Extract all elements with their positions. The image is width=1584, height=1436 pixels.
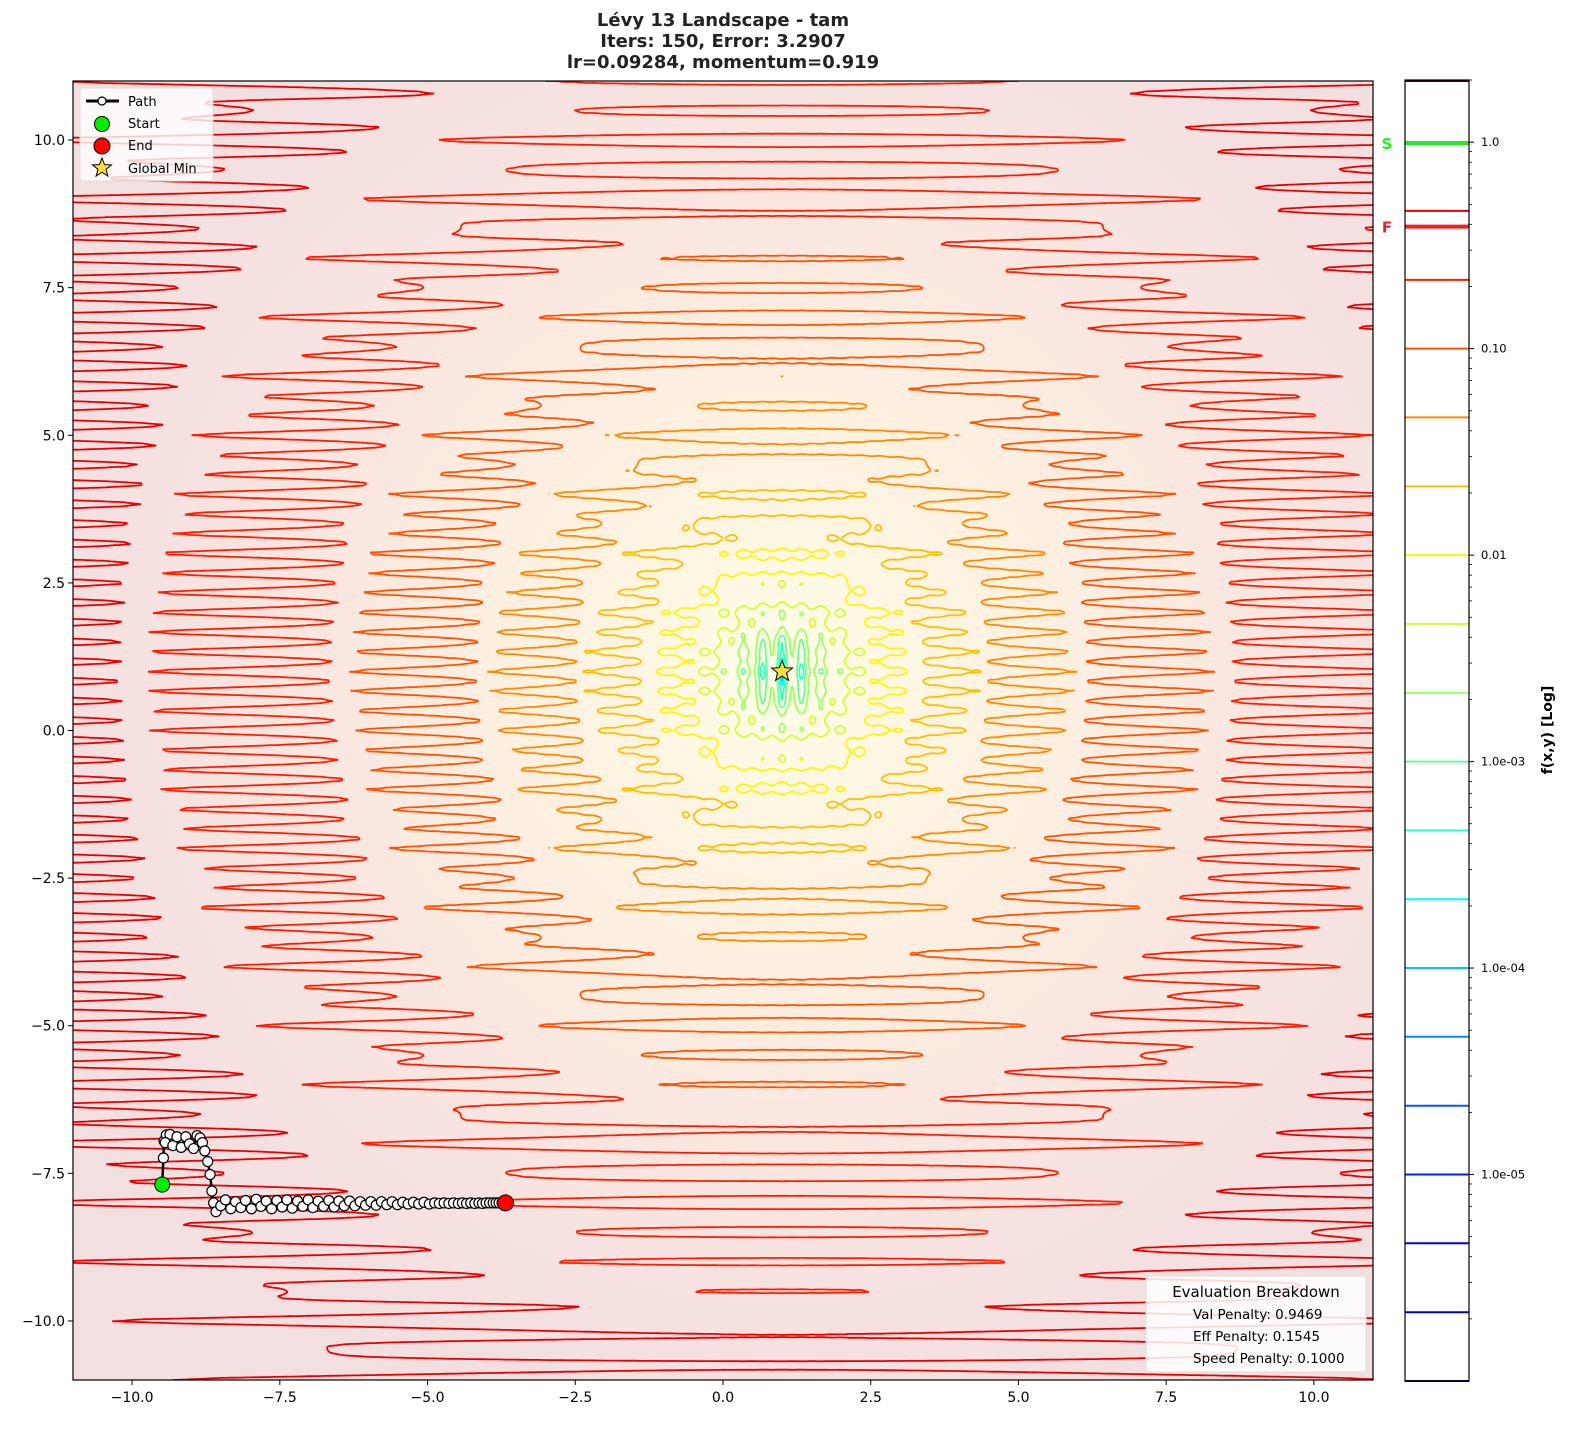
contour-level-line (697, 579, 867, 764)
eff-penalty: Eff Penalty: 0.1545 (1193, 1329, 1320, 1345)
colorbar-tick-label: 0.01 (1481, 548, 1507, 562)
path-point (157, 1152, 170, 1164)
path-point (260, 1195, 272, 1207)
legend: Path Start End Global Min (79, 87, 214, 182)
path-point (199, 1145, 211, 1157)
colorbar-tick-label: 1.0 (1481, 135, 1499, 149)
legend-end-icon (93, 137, 111, 155)
evaluation-title: Evaluation Breakdown (1172, 1283, 1340, 1301)
contour-level-line (720, 609, 844, 734)
x-tick-label: 7.5 (1155, 1390, 1177, 1406)
start-marker (154, 1176, 171, 1193)
optimizer-path (154, 659, 794, 1218)
y-tick-label: 5.0 (43, 428, 65, 444)
colorbar-tick-label: 1.0e-05 (1481, 1168, 1525, 1182)
contour-level-line (147, 81, 1373, 1295)
axes: −10.0 −7.5 −5.0 −2.5 0.0 2.5 5.0 7.5 10.0 10.0 7.5… (22, 133, 1329, 1406)
y-tick-label: 0.0 (43, 724, 65, 740)
y-tick-label: −5.0 (31, 1019, 65, 1035)
colorbar-frame (1404, 79, 1470, 1382)
path-point (202, 1155, 214, 1168)
y-tick-label: −7.5 (31, 1166, 65, 1182)
legend-label-start: Start (128, 117, 160, 132)
x-tick-label: 5.0 (1007, 1390, 1029, 1406)
y-tick-label: −2.5 (31, 871, 65, 887)
x-tick-label: −10.0 (111, 1390, 154, 1406)
path-point (239, 1194, 252, 1207)
global-min-star (770, 659, 794, 682)
legend-star-icon (91, 156, 113, 178)
y-tick-label: 2.5 (43, 576, 65, 592)
legend-label-end: End (128, 139, 153, 154)
legend-label-global-min: Global Min (128, 162, 197, 177)
x-tick-label: −2.5 (558, 1390, 592, 1406)
y-tick-label: 7.5 (43, 281, 65, 297)
path-point (265, 1203, 278, 1215)
colorbar-label: f(x,y) [Log] (1540, 686, 1556, 775)
x-tick-label: 10.0 (1298, 1390, 1329, 1406)
chart-title-line-3: lr=0.09284, momentum=0.919 (566, 52, 880, 73)
contour-level-line (487, 375, 1078, 943)
contour-level-line (655, 547, 909, 796)
contour-level-line (582, 488, 983, 854)
colorbar-start-marker-label: S (1382, 135, 1393, 153)
y-tick-label: 10.0 (34, 133, 65, 149)
colorbar-background (1405, 80, 1469, 1381)
chart-title-line-1: Lévy 13 Landscape - tam (596, 10, 850, 31)
x-tick-label: −5.0 (411, 1390, 445, 1406)
colorbar: S F 1.0 0.10 0.01 1.0e-03 1.0e-04 1.0e-05 f(x,… (1382, 79, 1556, 1382)
evaluation-breakdown: Evaluation Breakdown Val Penalty: 0.9469… (1145, 1275, 1367, 1373)
colorbar-final-marker-label: F (1382, 219, 1392, 237)
legend-label-path: Path (128, 95, 157, 110)
path-point (187, 1142, 200, 1155)
evaluation-box (1145, 1275, 1367, 1373)
contour-level-line (740, 634, 824, 709)
speed-penalty: Speed Penalty: 0.1000 (1193, 1351, 1345, 1367)
x-tick-label: 0.0 (712, 1390, 734, 1406)
path-point (219, 1194, 232, 1206)
path-point (281, 1194, 293, 1206)
legend-box (79, 87, 214, 182)
chart-title-line-2: Iters: 150, Error: 3.2907 (600, 31, 846, 52)
legend-start-icon (94, 116, 110, 132)
x-tick-label: 2.5 (860, 1390, 882, 1406)
contour-level-line (349, 254, 1216, 1089)
val-penalty: Val Penalty: 0.9469 (1193, 1307, 1322, 1323)
landscape-background (73, 81, 1373, 1380)
colorbar-tick-label: 1.0e-03 (1481, 755, 1525, 769)
contour-lines (73, 81, 1373, 1380)
legend-path-marker-icon (97, 96, 107, 106)
end-marker (497, 1194, 515, 1212)
path-point (204, 1168, 216, 1181)
colorbar-tick-label: 1.0e-04 (1481, 961, 1525, 975)
path-point (206, 1185, 218, 1197)
y-tick-label: −10.0 (22, 1314, 65, 1330)
colorbar-tick-label: 0.10 (1481, 342, 1507, 356)
x-tick-label: −7.5 (263, 1390, 297, 1406)
path-point (245, 1203, 258, 1215)
